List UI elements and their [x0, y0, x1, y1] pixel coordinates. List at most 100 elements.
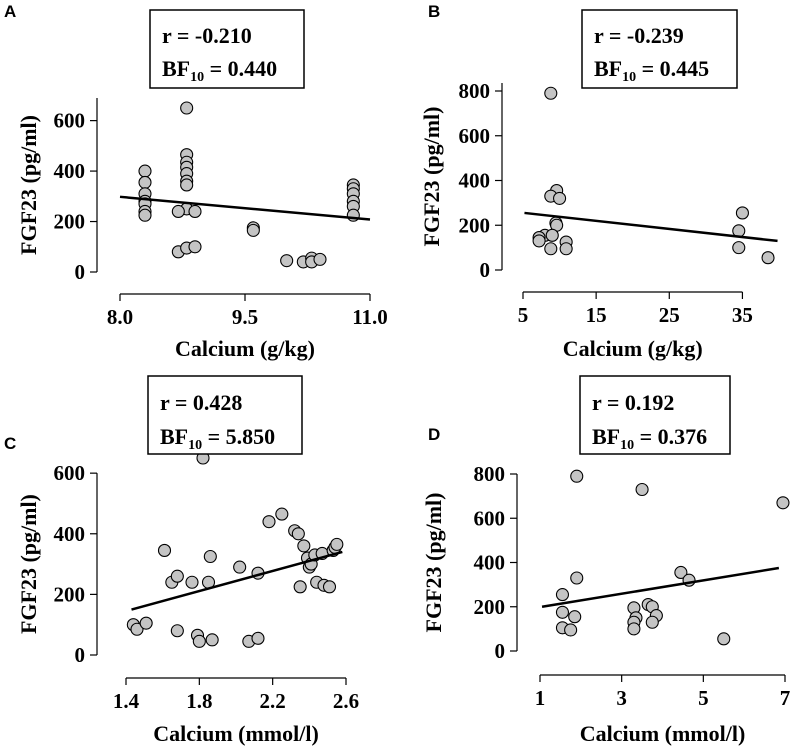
x-tick-label: 25 [659, 303, 680, 327]
x-tick-label: 9.5 [232, 305, 258, 329]
regression-line [119, 195, 371, 221]
panel-a: A 0 200 400 600 8.0 9.5 11.0 Calcium (g/kg) FGF23… [4, 2, 388, 361]
data-point [170, 569, 184, 583]
y-tick-label: 400 [54, 522, 86, 546]
y-tick-label: 600 [459, 124, 491, 148]
data-point [192, 634, 206, 648]
data-point [645, 615, 659, 629]
y-axis-title: FGF23 (pg/ml) [16, 494, 41, 634]
bayes-factor-label: BF10 = 0.376 [592, 424, 707, 453]
data-point [138, 175, 152, 189]
panel-letter: C [4, 434, 16, 453]
x-tick-label: 3 [616, 686, 627, 710]
x-tick-label: 2.2 [260, 689, 286, 713]
data-point [555, 605, 570, 619]
data-point [185, 575, 199, 589]
y-tick-label: 400 [459, 169, 491, 193]
regression-line [541, 566, 780, 608]
y-tick-label: 200 [474, 595, 506, 619]
x-tick-label: 5 [698, 686, 709, 710]
data-point [205, 633, 219, 647]
data-point [330, 537, 344, 551]
data-point [157, 543, 172, 557]
y-tick-label: 200 [54, 582, 86, 606]
data-point [322, 580, 337, 594]
stat-box [149, 9, 305, 89]
regression-line [524, 211, 778, 243]
data-point [544, 242, 558, 256]
y-tick-label: 0 [75, 643, 86, 667]
data-point [280, 254, 294, 268]
data-point [717, 632, 731, 646]
data-point [275, 507, 289, 521]
data-point [293, 580, 307, 594]
stat-box [147, 375, 303, 455]
data-point [180, 101, 194, 115]
data-point [776, 496, 790, 510]
data-point [559, 242, 573, 256]
correlation-label: r = 0.428 [160, 390, 242, 415]
y-tick-label: 600 [474, 506, 506, 530]
y-tick-label: 0 [75, 260, 86, 284]
y-tick-label: 0 [480, 258, 491, 282]
data-point [544, 86, 558, 100]
y-axis-title: FGF23 (pg/ml) [421, 493, 446, 633]
x-axis-title: Calcium (mmol/l) [153, 721, 319, 746]
x-tick-label: 11.0 [352, 305, 388, 329]
data-point [635, 482, 649, 497]
panel-b: B 0 200 400 600 800 5 15 25 35 Calcium (g/kg) FGF23… [419, 2, 778, 361]
y-tick-label: 200 [54, 210, 86, 234]
correlation-label: r = -0.210 [162, 23, 252, 48]
data-point [138, 164, 152, 178]
data-point [188, 240, 202, 254]
data-point [732, 241, 746, 255]
x-tick-label: 5 [518, 303, 529, 327]
correlation-label: r = -0.239 [594, 23, 684, 48]
data-point [627, 622, 641, 636]
y-tick-label: 800 [459, 79, 491, 103]
bayes-factor-label: BF10 = 5.850 [160, 424, 275, 453]
panel-d: D 0 200 400 600 800 1 3 5 7 Calcium (mmol/l) FGF23 … [421, 375, 790, 746]
y-tick-label: 400 [54, 159, 86, 183]
stat-box [579, 375, 731, 455]
bayes-factor-label: BF10 = 0.445 [594, 56, 709, 85]
data-point [532, 234, 546, 248]
data-point [553, 191, 567, 205]
stat-box [581, 9, 738, 89]
data-point [203, 549, 217, 564]
x-tick-label: 15 [586, 303, 607, 327]
y-tick-label: 200 [459, 213, 491, 237]
x-tick-label: 35 [732, 303, 753, 327]
x-axis-title: Calcium (g/kg) [175, 336, 315, 361]
data-point [545, 228, 559, 242]
x-tick-label: 1.4 [113, 689, 140, 713]
y-tick-label: 600 [54, 109, 86, 133]
data-point [674, 565, 688, 580]
panel-letter: A [4, 2, 16, 21]
data-point [291, 527, 305, 541]
data-point [262, 515, 276, 529]
data-point [188, 204, 202, 218]
data-point [313, 252, 327, 266]
x-axis-title: Calcium (g/kg) [563, 336, 703, 361]
data-point [761, 251, 775, 265]
x-tick-label: 1.8 [186, 689, 212, 713]
data-point [251, 631, 265, 645]
bayes-factor-label: BF10 = 0.440 [162, 56, 277, 85]
data-point [570, 469, 584, 483]
x-tick-label: 8.0 [107, 305, 133, 329]
regression-line [131, 550, 343, 611]
panel-letter: D [428, 425, 440, 444]
panel-c: C 0 200 400 600 1.4 1.8 2.2 2.6 Calcium (mmol/l) F… [4, 375, 359, 746]
data-point [246, 223, 260, 237]
y-tick-label: 600 [54, 461, 86, 485]
data-point [139, 616, 153, 630]
x-axis-title: Calcium (mmol/l) [580, 721, 746, 746]
data-point [138, 208, 152, 222]
data-point [555, 588, 570, 602]
data-point [170, 624, 184, 638]
y-tick-label: 0 [495, 639, 506, 663]
panel-letter: B [428, 2, 440, 21]
data-point [297, 539, 311, 553]
